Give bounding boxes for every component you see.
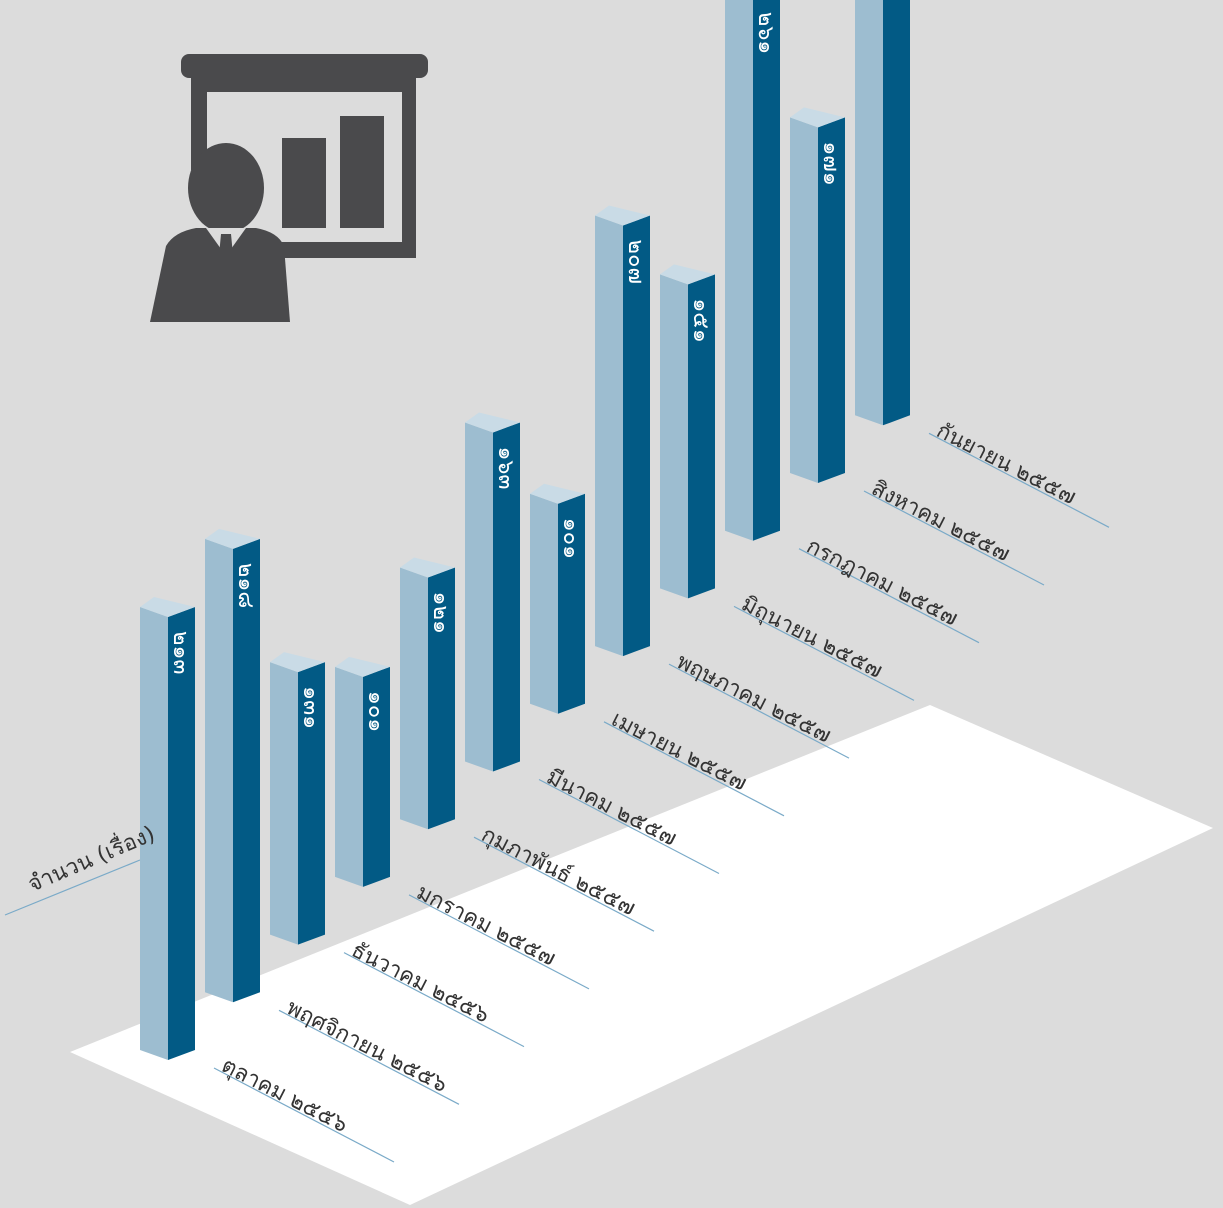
bar-side-face	[725, 0, 753, 541]
category-label: สิงหาคม ๒๕๕๗	[867, 476, 1013, 567]
bar-value-label: ๒๑๓	[168, 631, 193, 675]
bar-value-label: ๒๖๑	[753, 12, 778, 54]
bar-side-face	[205, 538, 233, 1003]
bar-front-face	[688, 274, 715, 599]
presentation-icon	[150, 54, 428, 322]
category-guide-line	[928, 432, 1110, 528]
bar-side-face	[660, 274, 688, 599]
bar-top-face	[790, 107, 845, 128]
bar: ๒๑๘	[205, 528, 260, 1003]
bar-top-face	[140, 596, 195, 617]
category-guide-line	[213, 1067, 395, 1163]
bar-side-face	[140, 606, 168, 1060]
category-label: กันยายน ๒๕๕๗	[932, 418, 1080, 510]
category-label: กรกฎาคม ๒๕๕๗	[802, 534, 961, 632]
category-guide-line	[343, 952, 525, 1048]
bar-top-face	[465, 412, 520, 433]
bar-top-face	[205, 528, 260, 549]
category-guide-line	[278, 1009, 460, 1105]
bar-front-face	[623, 215, 650, 657]
bar: ๒๖๑	[725, 0, 780, 541]
bar-top-face	[270, 652, 325, 673]
category-guide-line	[603, 721, 785, 817]
bar: ๔๖๔	[855, 0, 910, 426]
bar-value-label: ๑๐๑	[558, 518, 583, 559]
bar-value-label: ๑๓๑	[298, 686, 323, 729]
bar-front-face	[428, 567, 455, 830]
bar-value-label: ๒๐๗	[623, 240, 648, 284]
bar-front-face	[493, 422, 520, 772]
bar-value-label: ๑๗๑	[818, 141, 843, 185]
bar: ๑๒๑	[400, 557, 455, 830]
category-guide-line	[473, 836, 655, 932]
bar: ๑๐๑	[530, 483, 585, 714]
bar: ๑๕๑	[660, 264, 715, 599]
bar-side-face	[270, 662, 298, 945]
category-label: พฤษภาคม ๒๕๕๗	[672, 649, 835, 748]
bar-value-label: ๑๖๓	[493, 446, 518, 489]
bar-front-face	[753, 0, 780, 541]
bar-front-face	[298, 662, 325, 945]
bar: ๒๐๗	[595, 205, 650, 657]
bar: ๒๑๓	[140, 596, 195, 1060]
bar-front-face	[818, 117, 845, 483]
bar-value-label: ๑๐๑	[363, 691, 388, 732]
bar: ๑๗๑	[790, 107, 845, 483]
bar-top-face	[335, 656, 390, 677]
bar-side-face	[530, 493, 558, 714]
bar-top-face	[400, 557, 455, 578]
bar-side-face	[465, 422, 493, 772]
bar: ๑๖๓	[465, 412, 520, 772]
category-label: เมษายน ๒๕๕๗	[607, 707, 750, 797]
bar-value-label: ๑๕๑	[688, 298, 713, 343]
bar-side-face	[400, 567, 428, 830]
floor-plane	[70, 705, 1213, 1205]
category-guide-line	[538, 778, 720, 875]
bar-side-face	[855, 0, 883, 426]
bar-front-face	[363, 666, 390, 887]
bar-top-face	[660, 264, 715, 285]
category-guide-line	[733, 605, 915, 701]
bar-side-face	[790, 117, 818, 483]
bar-side-face	[595, 215, 623, 657]
bar-value-label: ๒๑๘	[233, 563, 258, 608]
bar-front-face	[233, 538, 260, 1003]
category-guide-line	[408, 894, 590, 990]
bar-value-label: ๑๒๑	[428, 592, 453, 634]
bar-side-face	[335, 666, 363, 887]
bar-front-face	[558, 493, 585, 714]
category-guide-line	[798, 548, 980, 644]
bar-front-face	[168, 606, 195, 1060]
y-axis-label: จำนวน (เรื่อง)	[23, 818, 159, 897]
bar-top-face	[530, 483, 585, 504]
y-axis-guide-line	[4, 859, 141, 916]
bar: ๑๓๑	[270, 652, 325, 945]
bar-top-face	[595, 205, 650, 226]
category-guide-line	[863, 490, 1045, 586]
category-label: มิถุนายน ๒๕๕๗	[737, 591, 886, 683]
bar: ๑๐๑	[335, 656, 390, 887]
category-guide-line	[668, 663, 850, 759]
bar-front-face	[883, 0, 910, 426]
